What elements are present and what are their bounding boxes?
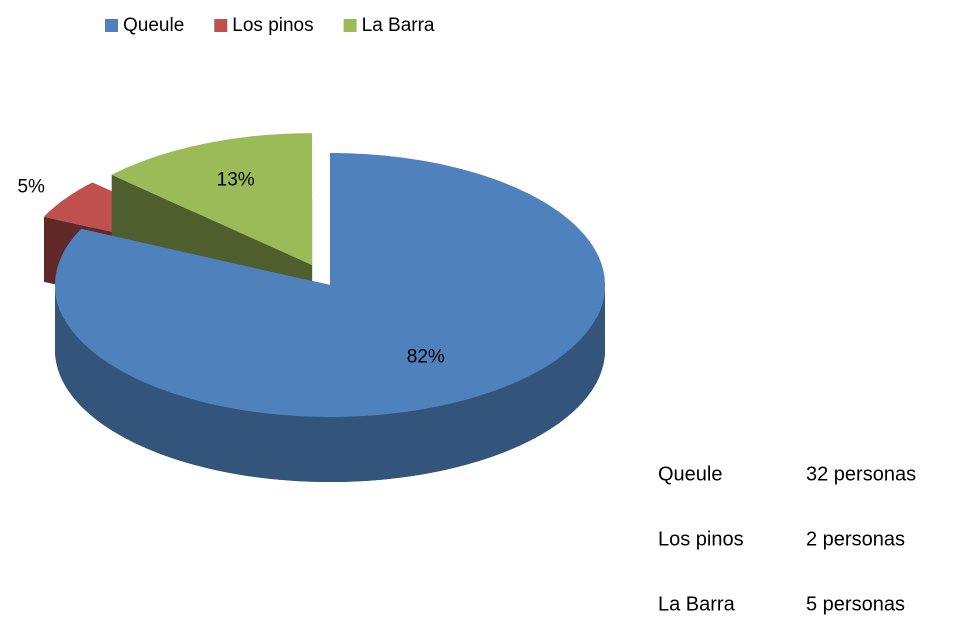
legend-label: Queule	[123, 15, 184, 36]
table-value: 2 personas	[806, 528, 905, 550]
pie-slice	[111, 133, 313, 266]
legend-label: La Barra	[362, 15, 435, 36]
table-value: 5 personas	[806, 593, 905, 615]
pie-slice	[55, 153, 605, 417]
legend-label: Los pinos	[232, 15, 313, 36]
table-label: Los pinos	[658, 528, 744, 550]
data-label: 82%	[407, 346, 445, 367]
data-label: 5%	[17, 177, 45, 198]
table-label: La Barra	[658, 593, 736, 615]
legend-swatch	[105, 19, 118, 32]
table-label: Queule	[658, 463, 723, 485]
slice-side	[55, 285, 605, 482]
legend-swatch	[214, 19, 228, 32]
data-label: 13%	[217, 169, 255, 190]
legend-swatch	[343, 19, 357, 32]
table-value: 32 personas	[806, 463, 916, 485]
